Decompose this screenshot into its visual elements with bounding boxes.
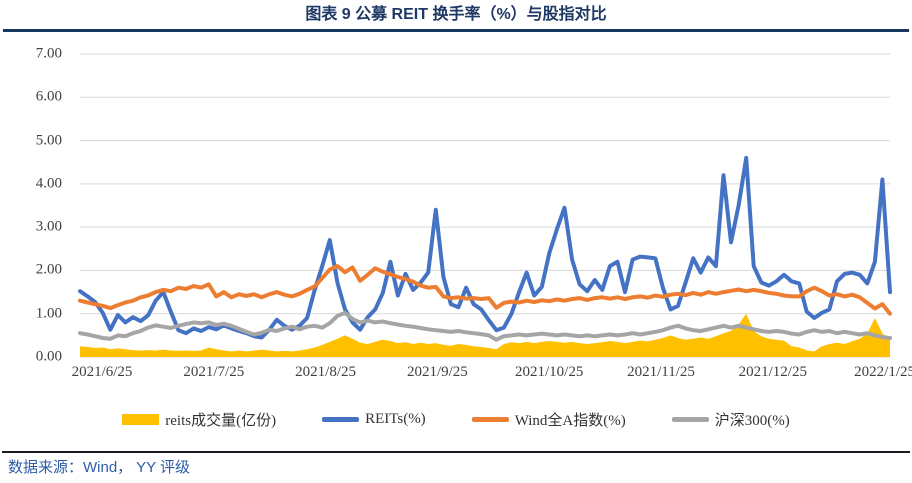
x-tick-label: 2022/1/25 (854, 364, 912, 380)
y-tick-label: 2.00 (35, 261, 62, 278)
x-tick-label: 2021/12/25 (738, 364, 807, 380)
legend-label-csi300: 沪深300(%) (714, 412, 790, 429)
legend-item-reits-volume: reits成交量(亿份) (122, 409, 276, 430)
legend-swatch-reits-volume (122, 413, 160, 425)
x-tick-label: 2021/6/25 (71, 364, 133, 380)
series-reits-turnover-line (78, 155, 892, 340)
y-tick-label: 1.00 (35, 305, 62, 322)
legend-item-csi300: 沪深300(%) (671, 409, 790, 430)
series-reits-volume-area (80, 313, 890, 357)
legend-swatch-reits-turnover (322, 416, 360, 422)
legend-label-reits-turnover: REITs(%) (365, 410, 426, 427)
series-wind-all-a-line (78, 264, 892, 316)
source-rule (2, 451, 910, 453)
legend-label-wind-all-a: Wind全A指数(%) (514, 412, 626, 429)
y-tick-label: 7.00 (35, 45, 62, 62)
x-axis: 2021/6/25 2021/7/25 2021/8/25 2021/9/25 2021… (72, 364, 912, 384)
x-tick-label: 2021/7/25 (183, 364, 245, 380)
x-tick-label: 2021/8/25 (295, 364, 357, 380)
x-tick-label: 2021/11/25 (627, 364, 695, 380)
y-tick-label: 0.00 (35, 348, 62, 365)
series-csi300-line (78, 310, 892, 342)
chart-legend: reits成交量(亿份) REITs(%) Wind全A指数(%) 沪深300(… (0, 405, 912, 433)
legend-item-reits-turnover: REITs(%) (322, 411, 426, 428)
source-text: 数据来源：Wind， YY 评级 (8, 459, 190, 476)
y-tick-label: 4.00 (35, 175, 62, 192)
x-tick-label: 2021/9/25 (406, 364, 468, 380)
y-axis: 7.00 6.00 5.00 4.00 3.00 2.00 1.00 0.00 (0, 46, 68, 365)
legend-swatch-csi300 (671, 416, 709, 422)
legend-item-wind-all-a: Wind全A指数(%) (471, 409, 626, 430)
y-tick-label: 6.00 (35, 88, 62, 105)
y-tick-label: 5.00 (35, 132, 62, 149)
legend-swatch-wind-all-a (471, 416, 509, 422)
plot-area (78, 53, 892, 358)
title-rule (3, 29, 909, 32)
y-tick-label: 3.00 (35, 218, 62, 235)
chart-title: 图表 9 公募 REIT 换手率（%）与股指对比 (305, 6, 607, 23)
x-tick-label: 2021/10/25 (515, 364, 584, 380)
plot-svg (78, 53, 892, 358)
legend-label-reits-volume: reits成交量(亿份) (165, 412, 277, 429)
